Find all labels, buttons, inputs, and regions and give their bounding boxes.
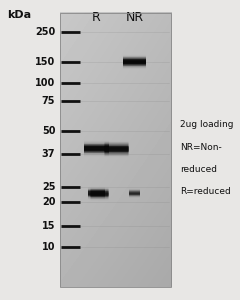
Text: 37: 37 [42, 149, 55, 160]
Text: 150: 150 [35, 57, 55, 67]
Text: 25: 25 [42, 182, 55, 192]
Text: reduced: reduced [180, 165, 217, 174]
Text: 2ug loading: 2ug loading [180, 120, 234, 129]
Text: 15: 15 [42, 221, 55, 231]
Text: 10: 10 [42, 242, 55, 252]
Bar [60, 13, 171, 287]
Text: 100: 100 [35, 78, 55, 88]
Text: 20: 20 [42, 197, 55, 207]
Text: R=reduced: R=reduced [180, 187, 231, 196]
Text: NR=Non-: NR=Non- [180, 142, 222, 152]
Text: kDa: kDa [7, 10, 31, 20]
Text: R: R [92, 11, 101, 24]
Text: NR: NR [125, 11, 144, 24]
Text: 50: 50 [42, 126, 55, 136]
Text: 75: 75 [42, 96, 55, 106]
Text: 250: 250 [35, 27, 55, 37]
